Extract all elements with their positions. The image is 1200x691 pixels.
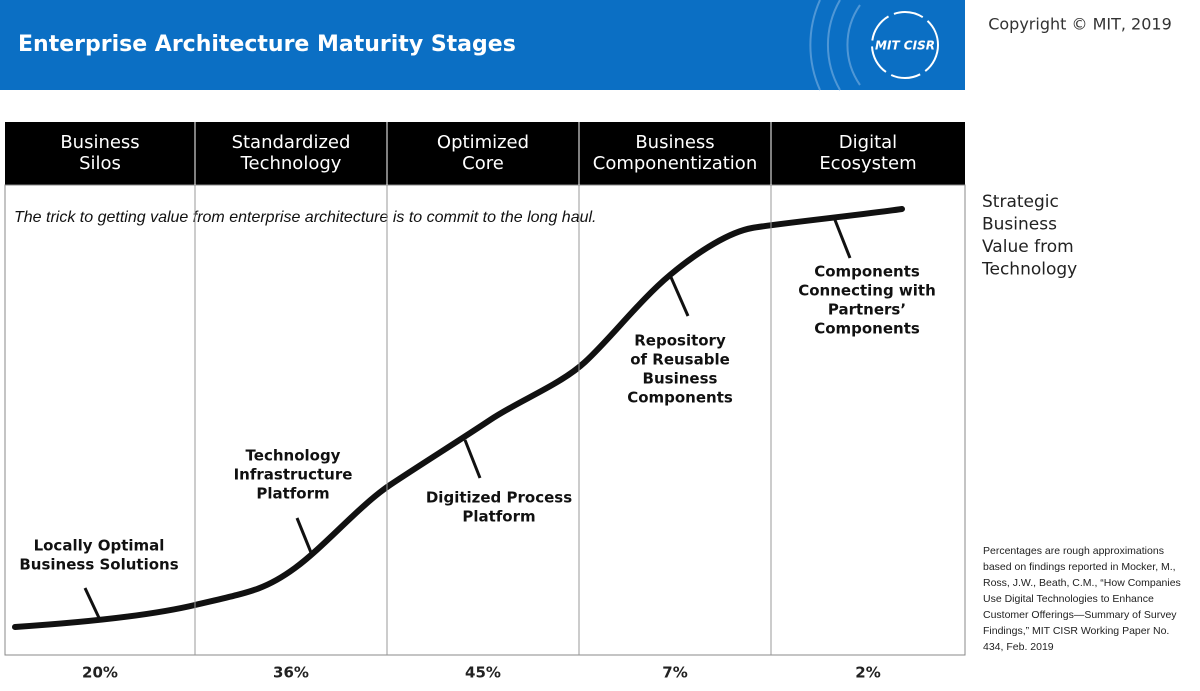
source-note: Percentages are rough approximations (983, 545, 1164, 557)
logo-ring (871, 11, 939, 79)
milestone-label: Platform (462, 508, 535, 526)
plot-frame (4, 184, 966, 656)
milestone-label: Components (814, 263, 920, 281)
stage-name: Standardized (232, 132, 351, 153)
axis-label: Technology (981, 260, 1077, 280)
axis-label: Strategic (982, 192, 1059, 212)
milestone-label: Infrastructure (234, 466, 353, 484)
source-note: Ross, J.W., Beath, C.M., “How Companies (983, 577, 1181, 589)
stage-share: 36% (273, 664, 309, 682)
stage-name: Business (635, 132, 714, 153)
copyright: Copyright © MIT, 2019 (988, 15, 1172, 34)
stage-band (5, 122, 965, 185)
header-decoration (809, 0, 861, 91)
title: Enterprise Architecture Maturity Stages (18, 32, 516, 57)
stage-share: 20% (82, 664, 118, 682)
milestone-label: of Reusable (630, 351, 730, 369)
milestone-label: Connecting with (798, 282, 936, 300)
source-note: Use Digital Technologies to Enhance (983, 593, 1154, 605)
milestone-label: Partners’ (828, 301, 906, 319)
source-note: Findings,” MIT CISR Working Paper No. (983, 625, 1169, 637)
milestone-label: Business Solutions (19, 556, 178, 574)
quote: The trick to getting value from enterpri… (14, 209, 597, 226)
stage-name: Optimized (437, 132, 529, 153)
stage-share: 2% (855, 664, 880, 682)
value-curve (12, 206, 905, 630)
milestone-tick (833, 219, 852, 259)
stage-name: Digital (839, 132, 897, 153)
milestone-label: Components (814, 320, 920, 338)
source-note: Customer Offerings—Summary of Survey (983, 609, 1177, 621)
stage-share: 7% (662, 664, 687, 682)
source-note: based on findings reported in Mocker, M.… (983, 561, 1176, 573)
stage-share: 45% (465, 664, 501, 682)
source-note: 434, Feb. 2019 (983, 641, 1054, 653)
milestone-tick (463, 439, 482, 479)
milestone-label: Digitized Process (426, 489, 572, 507)
stage-name: Business (60, 132, 139, 153)
milestone-tick (295, 517, 314, 556)
milestone-label: Platform (256, 485, 329, 503)
stage-name: Componentization (593, 153, 757, 174)
milestone-tick (83, 587, 102, 621)
milestone-label: Components (627, 389, 733, 407)
header-bar (0, 0, 965, 90)
axis-label: Business (982, 215, 1057, 235)
milestone-label: Locally Optimal (34, 537, 165, 555)
stage-name: Technology (240, 153, 342, 174)
stage-name: Core (462, 153, 504, 174)
stage-name: Ecosystem (819, 153, 916, 174)
milestone-label: Business (643, 370, 718, 388)
stage-name: Silos (79, 153, 121, 174)
milestone-label: Repository (634, 332, 726, 350)
milestone-tick (668, 274, 690, 317)
milestone-label: Technology (246, 447, 341, 465)
logo: MIT CISR (875, 39, 935, 53)
axis-label: Value from (982, 237, 1074, 257)
